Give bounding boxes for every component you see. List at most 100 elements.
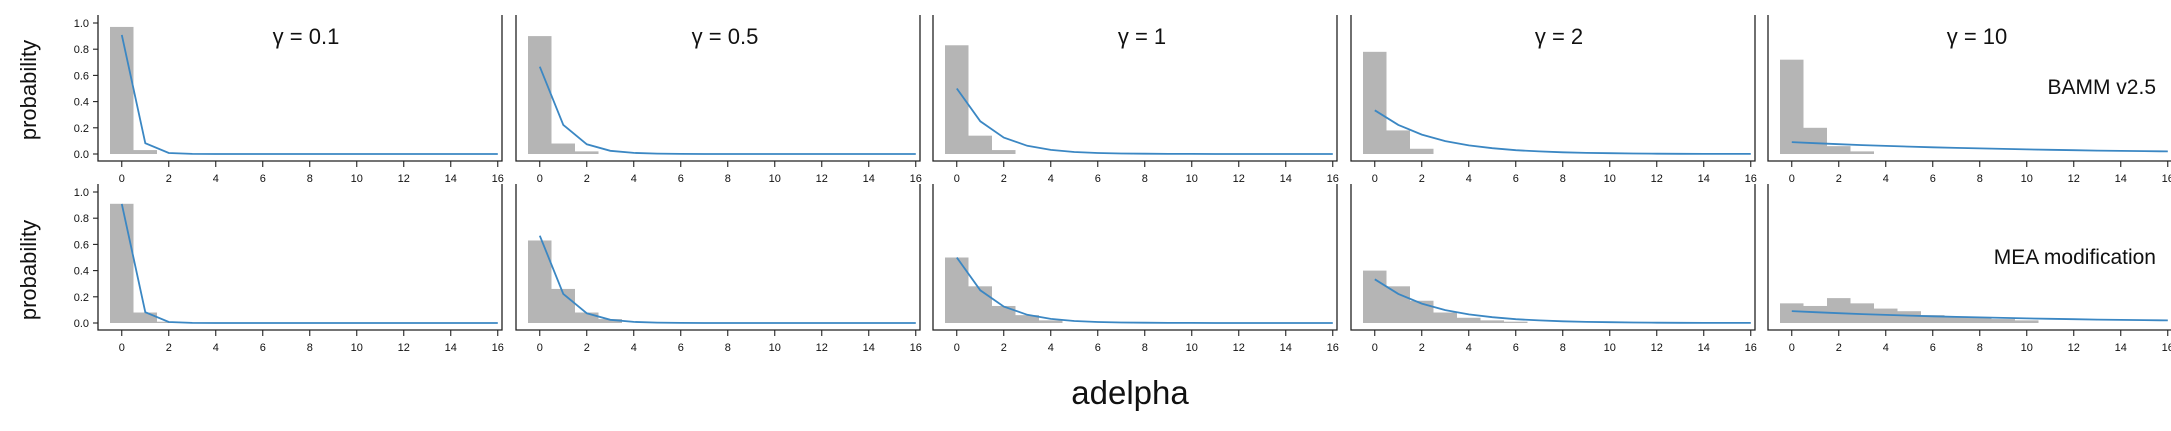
x-tick-label: 12 (1651, 342, 1663, 354)
x-tick-label: 14 (2115, 173, 2127, 185)
x-tick-label: 12 (398, 342, 410, 354)
hist-bar (2015, 320, 2039, 323)
hist-bar (945, 45, 969, 154)
hist-bar (110, 26, 134, 154)
x-tick-label: 8 (725, 173, 731, 185)
x-tick-label: 0 (537, 173, 543, 185)
y-tick-label: 1.0 (74, 18, 89, 30)
panel-r1-c5: 0 2 4 6 8 10 12 14 16 (1767, 15, 2171, 185)
panel-frame (515, 15, 921, 162)
hist-bar (575, 151, 599, 154)
x-tick-label: 6 (1930, 342, 1936, 354)
x-tick-label: 4 (1466, 173, 1472, 185)
panel-r1-c4: 0 2 4 6 8 10 12 14 16 (1350, 15, 1757, 185)
x-tick-label: 6 (678, 342, 684, 354)
x-tick-label: 16 (2162, 342, 2171, 354)
x-tick-label: 10 (2021, 173, 2033, 185)
x-tick-label: 14 (863, 342, 875, 354)
x-tick-label: 4 (213, 173, 219, 185)
hist-bar (575, 312, 599, 323)
hist-bar (133, 150, 157, 154)
x-tick-label: 14 (1698, 173, 1710, 185)
x-tick-label: 4 (1048, 342, 1054, 354)
x-tick-label: 10 (351, 342, 363, 354)
prior-curve (538, 235, 916, 324)
x-tick-label: 14 (445, 342, 457, 354)
x-tick-label: 14 (1698, 342, 1710, 354)
hist-bar (992, 150, 1016, 154)
y-tick-label: 0.0 (74, 318, 89, 330)
y-axis-label-row-2: probability (16, 220, 41, 320)
panel-r1-c1: 0 2 4 6 8 10 12 14 16 0.0 0.2 0.4 0.6 0.8 1.0 (74, 15, 504, 185)
x-tick-label: 0 (119, 173, 125, 185)
x-tick-label: 0 (1372, 173, 1378, 185)
y-tick-label: 0.6 (74, 70, 89, 82)
x-tick-label: 4 (213, 342, 219, 354)
hist-bar (1991, 319, 2015, 323)
x-tick-label: 4 (1048, 173, 1054, 185)
prior-curve (1791, 310, 2168, 322)
hist-bar (1039, 320, 1063, 323)
x-tick-label: 2 (1836, 173, 1842, 185)
gamma-label-5: γ = 10 (1947, 24, 2008, 49)
hist-bar (1803, 305, 1827, 323)
row-label-bamm: BAMM v2.5 (2047, 76, 2156, 99)
x-tick-label: 0 (537, 342, 543, 354)
hist-bar (551, 288, 575, 323)
prior-curve (1791, 141, 2168, 153)
hist-bar (968, 135, 992, 154)
gamma-label-1: γ = 0.1 (273, 24, 340, 49)
hist-bar (1803, 127, 1827, 154)
hist-bar (1780, 59, 1804, 154)
y-tick-label: 0.8 (74, 213, 89, 225)
x-tick-label: 4 (1883, 342, 1889, 354)
y-axis-label-row-1: probability (16, 40, 41, 140)
x-tick-label: 14 (445, 173, 457, 185)
hist-bar (992, 305, 1016, 323)
row-label-mea: MEA modification (1994, 246, 2156, 269)
x-tick-label: 4 (1883, 173, 1889, 185)
y-tick-label: 0.4 (74, 266, 89, 278)
hist-bar (1944, 316, 1968, 323)
x-tick-label: 0 (1372, 342, 1378, 354)
x-tick-label: 4 (1466, 342, 1472, 354)
x-tick-label: 10 (1604, 342, 1616, 354)
x-tick-label: 8 (307, 173, 313, 185)
hist-bar (1363, 51, 1387, 154)
x-tick-label: 10 (1604, 173, 1616, 185)
panel-frame (97, 15, 503, 162)
x-tick-label: 8 (307, 342, 313, 354)
prior-curve (1374, 278, 1751, 324)
panel-frame (97, 184, 503, 331)
x-tick-label: 10 (769, 342, 781, 354)
x-tick-label: 10 (1186, 342, 1198, 354)
prior-curve (1374, 109, 1751, 155)
y-tick-label: 0.0 (74, 149, 89, 161)
x-tick-label: 16 (1327, 173, 1339, 185)
x-tick-label: 16 (1745, 173, 1757, 185)
hist-bar (1780, 303, 1804, 323)
x-tick-label: 6 (678, 173, 684, 185)
hist-bar (133, 312, 157, 323)
panel-frame (1767, 184, 2171, 331)
x-tick-label: 10 (2021, 342, 2033, 354)
gamma-label-3: γ = 1 (1118, 24, 1166, 49)
x-tick-label: 14 (2115, 342, 2127, 354)
hist-bar (1504, 321, 1528, 323)
panel-r2-c3: 0 2 4 6 8 10 12 14 16 (932, 184, 1339, 354)
hist-bar (1827, 298, 1851, 323)
hist-bar (1386, 130, 1410, 154)
y-tick-label: 0.4 (74, 97, 89, 109)
hist-bar (110, 203, 134, 323)
panels-group: 0 2 4 6 8 10 12 14 16 0.0 0.2 0.4 0.6 0.8 1.0 0 2 4 6 8 10 12… (74, 15, 2171, 354)
x-tick-label: 0 (1789, 173, 1795, 185)
x-tick-label: 2 (166, 173, 172, 185)
panel-frame (932, 184, 1338, 331)
x-tick-label: 16 (492, 342, 504, 354)
x-tick-label: 14 (1280, 173, 1292, 185)
panel-r2-c1: 0 2 4 6 8 10 12 14 16 0.0 0.2 0.4 0.6 0.8 1.0 (74, 184, 504, 354)
panel-frame (515, 184, 921, 331)
x-tick-label: 0 (954, 342, 960, 354)
x-tick-label: 16 (492, 173, 504, 185)
